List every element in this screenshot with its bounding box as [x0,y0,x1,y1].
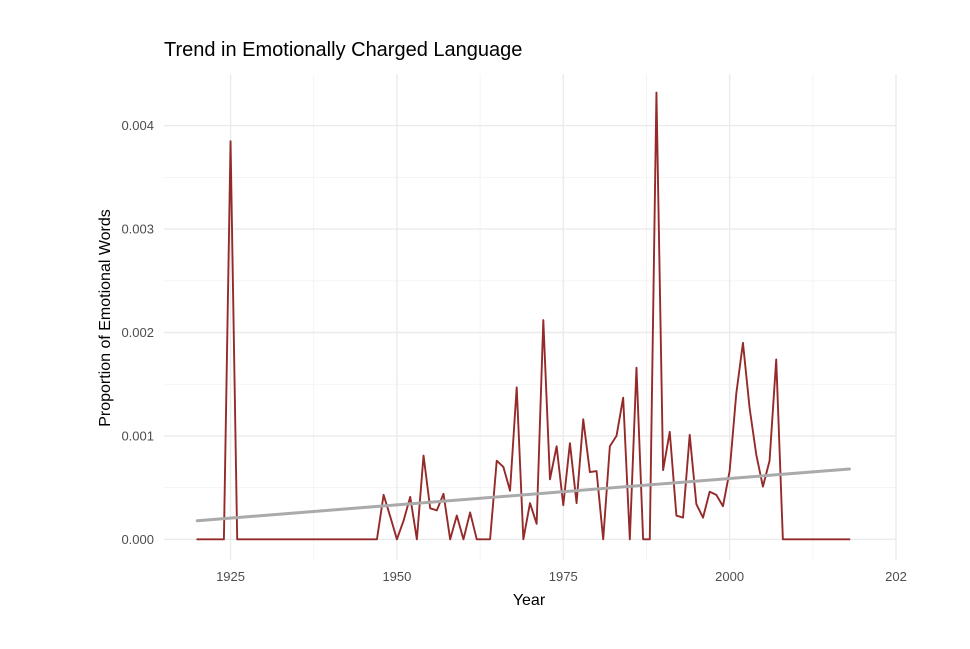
trend-line [195,467,851,523]
x-axis-label: Year [513,592,546,609]
x-tick-label: 202 [885,569,907,584]
x-tick-label: 1975 [549,569,578,584]
y-tick-label: 0.004 [121,118,154,133]
y-tick-label: 0.001 [121,428,154,443]
series-line-emotional-proportion [196,91,851,541]
y-axis-label: Proportion of Emotional Words [97,209,114,427]
series-layer [195,91,851,541]
grid [164,74,897,560]
x-tick-label: 2000 [715,569,744,584]
x-tick-label: 1925 [216,569,245,584]
chart-title: Trend in Emotionally Charged Language [164,39,522,61]
y-tick-label: 0.002 [121,325,154,340]
x-tick-label: 1950 [382,569,411,584]
y-tick-label: 0.000 [121,532,154,547]
y-tick-label: 0.003 [121,222,154,237]
tick-labels: 1925 1950 1975 2000 202 0.000 0.001 0.002 0.003 0… [121,118,906,584]
